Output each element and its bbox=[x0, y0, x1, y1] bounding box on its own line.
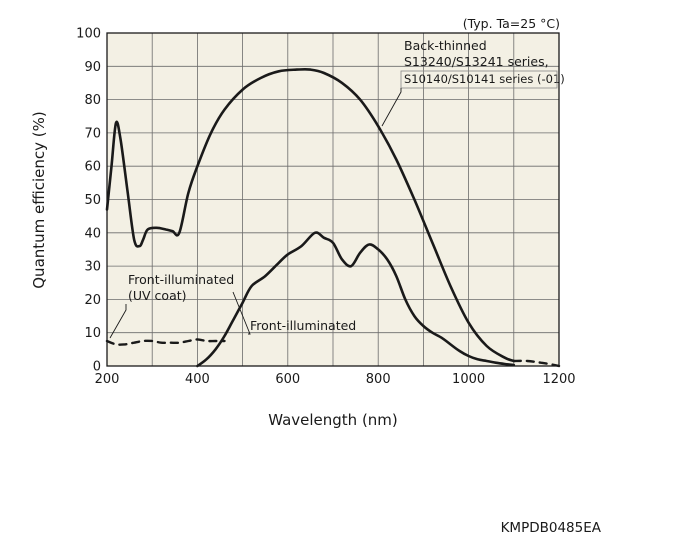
annotation-back-thinned-line-2: S13240/S13241 series, bbox=[404, 54, 549, 69]
series-line-1 bbox=[105, 68, 516, 363]
x-axis-title: Wavelength (nm) bbox=[268, 411, 398, 429]
annotation-front-line-1: Front-illuminated bbox=[250, 318, 356, 333]
x-tick-label: 1000 bbox=[452, 372, 485, 387]
y-axis-title: Quantum efficiency (%) bbox=[30, 111, 48, 289]
y-tick-label: 0 bbox=[93, 360, 101, 375]
y-tick-labels: 0 10 20 30 40 50 60 70 80 90 100 bbox=[76, 27, 101, 375]
annotation-front-uv-leader bbox=[109, 304, 127, 339]
annotation-back-thinned-box bbox=[400, 70, 558, 89]
annotation-back-thinned-leader bbox=[381, 88, 402, 127]
y-tick-label: 30 bbox=[84, 260, 101, 275]
x-tick-label: 200 bbox=[95, 372, 120, 387]
x-tick-label: 800 bbox=[366, 372, 391, 387]
y-tick-label: 40 bbox=[84, 226, 101, 241]
y-tick-label: 100 bbox=[76, 27, 101, 42]
y-tick-label: 80 bbox=[84, 93, 101, 108]
annotation-front-uv-line-2: (UV coat) bbox=[128, 288, 187, 303]
y-tick-label: 70 bbox=[84, 126, 101, 141]
series-group bbox=[105, 68, 561, 368]
series-line-2 bbox=[196, 231, 516, 368]
x-tick-label: 1200 bbox=[542, 372, 575, 387]
chart-note: (Typ. Ta=25 °C) bbox=[463, 16, 560, 31]
series-line-4 bbox=[512, 359, 561, 368]
x-tick-label: 600 bbox=[275, 372, 300, 387]
annotation-front: Front-illuminated bbox=[232, 291, 356, 335]
x-tick-labels: 200 400 600 800 1000 1200 bbox=[95, 372, 576, 387]
annotation-back-thinned: Back-thinned S13240/S13241 series, S1014… bbox=[381, 38, 565, 127]
x-tick-label: 400 bbox=[185, 372, 210, 387]
y-tick-label: 10 bbox=[84, 326, 101, 341]
y-tick-label: 50 bbox=[84, 193, 101, 208]
annotation-front-uv: Front-illuminated (UV coat) bbox=[109, 272, 234, 339]
y-tick-label: 20 bbox=[84, 293, 101, 308]
annotation-front-leader bbox=[232, 291, 251, 335]
annotation-back-thinned-line-3: S10140/S10141 series (-01) bbox=[404, 72, 565, 86]
y-tick-label: 90 bbox=[84, 60, 101, 75]
y-tick-label: 60 bbox=[84, 160, 101, 175]
figure-code: KMPDB0485EA bbox=[501, 520, 602, 536]
series-line-3 bbox=[105, 338, 226, 346]
annotation-front-uv-line-1: Front-illuminated bbox=[128, 272, 234, 287]
annotation-back-thinned-line-1: Back-thinned bbox=[404, 38, 487, 53]
